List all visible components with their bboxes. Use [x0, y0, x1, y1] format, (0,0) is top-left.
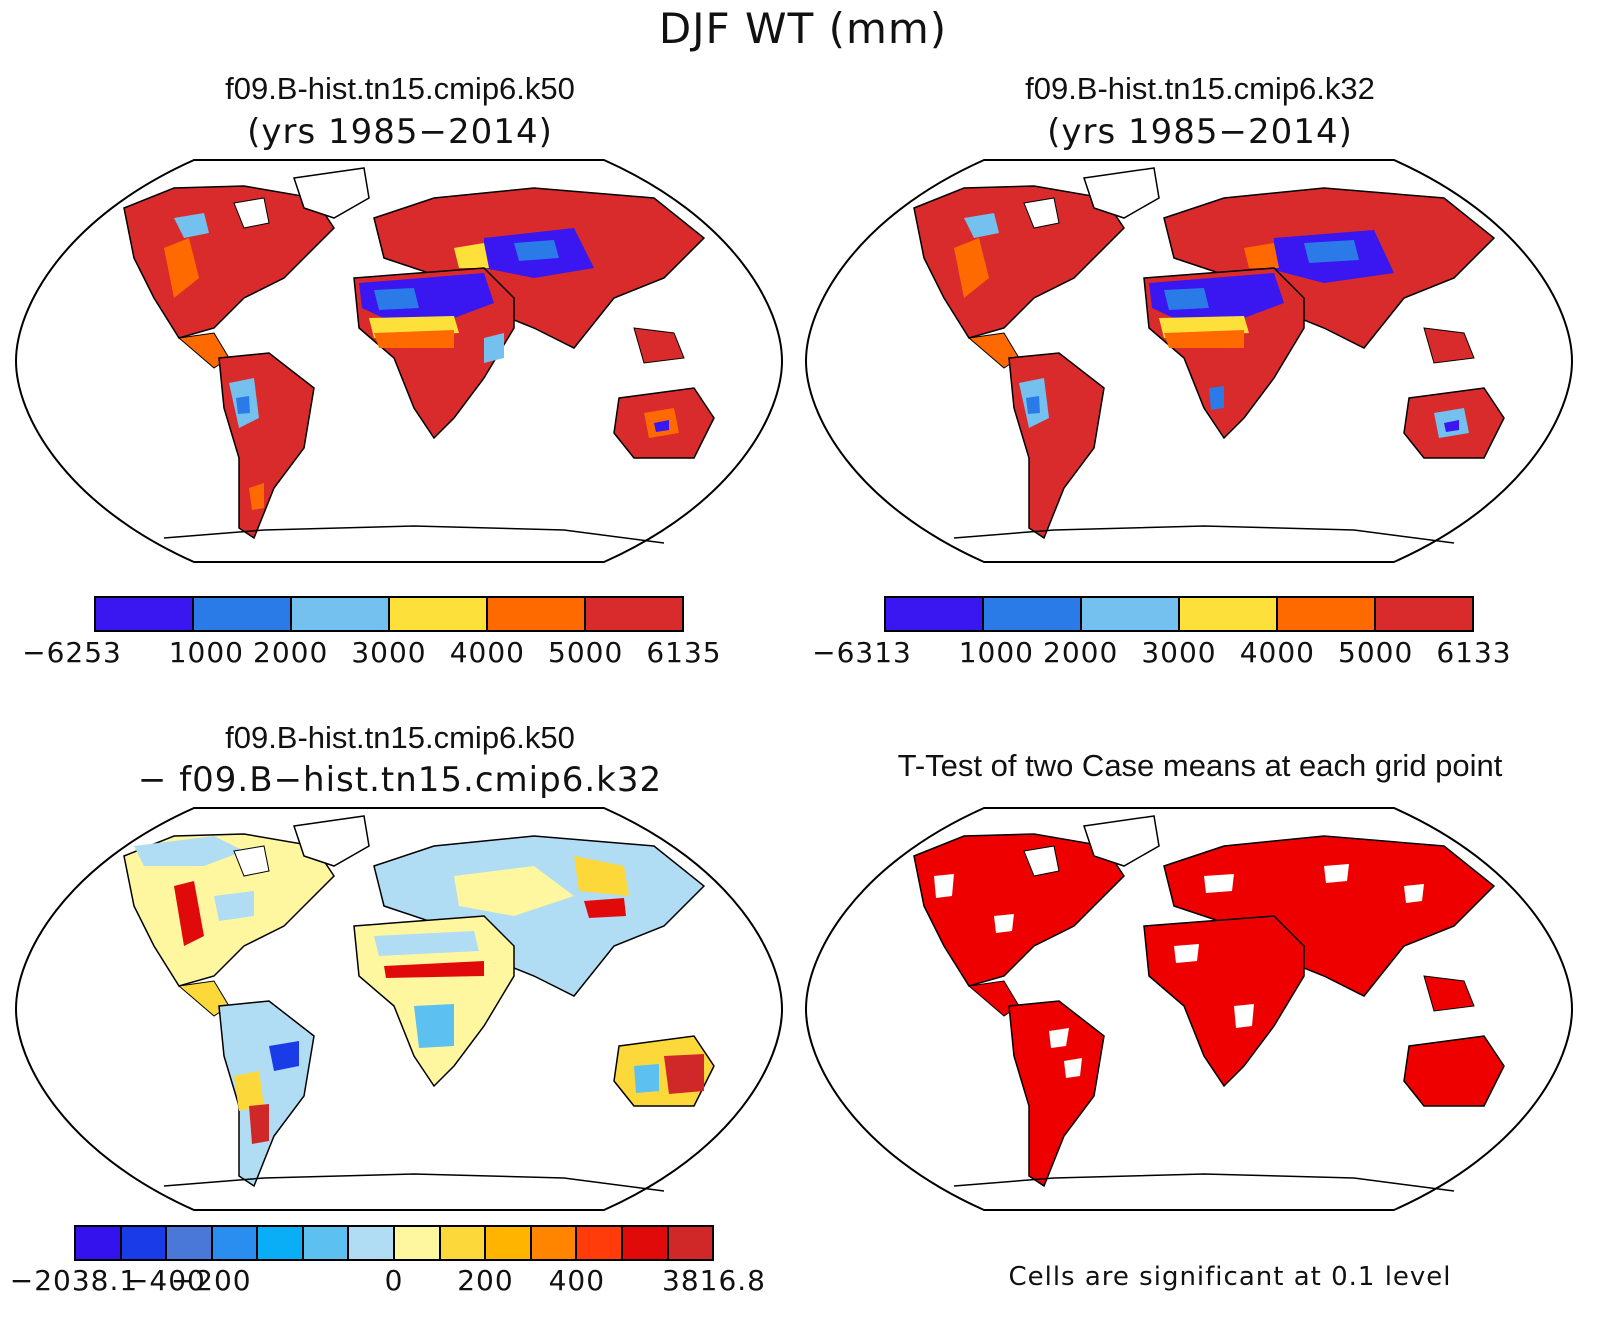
colorbar-2-tick-label: 6133	[1436, 636, 1512, 669]
colorbar-2-tick-label: 3000	[1141, 636, 1217, 669]
colorbar-1-tick-label: 4000	[449, 636, 525, 669]
colorbar-3-cell	[121, 1227, 168, 1259]
map-1-svg	[14, 159, 784, 563]
colorbar-1-tick-label: 2000	[253, 636, 329, 669]
colorbar-3-cell	[668, 1227, 713, 1259]
colorbar-1-cell	[292, 598, 390, 630]
colorbar-3-tick-label: 3816.8	[662, 1264, 766, 1297]
colorbar-1-tick-label: −6253	[22, 636, 122, 669]
colorbar-2-labels: −6313 1000 2000 3000 4000 5000 6133	[812, 636, 1510, 672]
colorbar-1-cell	[194, 598, 292, 630]
colorbar-2-tick-label: 4000	[1239, 636, 1315, 669]
colorbar-1-tick-label: 1000	[168, 636, 244, 669]
colorbar-3-labels: −2038.1 −400 −200 0 200 400 3816.8	[10, 1264, 765, 1300]
colorbar-3-cell	[395, 1227, 441, 1259]
colorbar-2-cell	[1376, 598, 1472, 630]
colorbar-1-cell	[390, 598, 488, 630]
colorbar-3-tick-label: −200	[170, 1264, 252, 1297]
colorbar-2-cell	[886, 598, 984, 630]
colorbar-3-cell	[212, 1227, 259, 1259]
colorbar-3-cell	[349, 1227, 396, 1259]
map-panel-4	[804, 806, 1574, 1212]
colorbar-3-cell	[440, 1227, 487, 1259]
colorbar-1-cell	[488, 598, 586, 630]
colorbar-3-tick-label: 400	[548, 1264, 606, 1297]
map-panel-1	[14, 158, 784, 564]
colorbar-2-cell	[1278, 598, 1376, 630]
colorbar-3-cell	[258, 1227, 304, 1259]
colorbar-1-tick-label: 6135	[646, 636, 722, 669]
significance-footnote: Cells are significant at 0.1 level	[1008, 1262, 1452, 1292]
map-panel-3	[14, 806, 784, 1212]
map-panel-2	[804, 158, 1574, 564]
colorbar-3-tick-label: −400	[124, 1264, 206, 1297]
panel-2-title: f09.B-hist.tn15.cmip6.k32	[1025, 71, 1375, 106]
colorbar-3-cell	[167, 1227, 213, 1259]
panel-3-subtitle: − f09.B−hist.tn15.cmip6.k32	[137, 760, 663, 800]
figure-title: DJF WT (mm)	[658, 4, 948, 53]
colorbar-1-cell	[96, 598, 194, 630]
panel-4-title: T-Test of two Case means at each grid po…	[897, 748, 1503, 783]
colorbar-2-tick-label: 5000	[1338, 636, 1414, 669]
colorbar-2-cell	[1180, 598, 1278, 630]
panel-2-subtitle: (yrs 1985−2014)	[1047, 112, 1353, 152]
colorbar-3-tick-label: 200	[457, 1264, 514, 1297]
colorbar-2-cell	[984, 598, 1082, 630]
colorbar-2	[884, 596, 1474, 632]
colorbar-2-tick-label: −6313	[812, 636, 912, 669]
map-4-svg	[804, 807, 1574, 1211]
colorbar-3-cell	[76, 1227, 122, 1259]
colorbar-3-tick-label: −2038.1	[9, 1264, 139, 1297]
colorbar-3-tick-label: 0	[384, 1264, 404, 1297]
colorbar-1-tick-label: 3000	[351, 636, 427, 669]
panel-1-title: f09.B-hist.tn15.cmip6.k50	[225, 71, 575, 106]
panel-1-subtitle: (yrs 1985−2014)	[247, 112, 553, 152]
colorbar-1-cell	[586, 598, 682, 630]
colorbar-2-cell	[1082, 598, 1180, 630]
colorbar-3-cell	[486, 1227, 532, 1259]
map-2-svg	[804, 159, 1574, 563]
panel-3-title: f09.B-hist.tn15.cmip6.k50	[225, 720, 575, 755]
colorbar-1-tick-label: 5000	[548, 636, 624, 669]
colorbar-3	[74, 1225, 714, 1261]
colorbar-2-tick-label: 2000	[1043, 636, 1119, 669]
colorbar-3-cell	[577, 1227, 623, 1259]
colorbar-1-labels: −6253 1000 2000 3000 4000 5000 6135	[22, 636, 720, 672]
colorbar-3-cell	[303, 1227, 350, 1259]
colorbar-3-cell	[622, 1227, 669, 1259]
colorbar-1	[94, 596, 684, 632]
colorbar-3-cell	[531, 1227, 578, 1259]
colorbar-2-tick-label: 1000	[958, 636, 1034, 669]
map-3-svg	[14, 807, 784, 1211]
